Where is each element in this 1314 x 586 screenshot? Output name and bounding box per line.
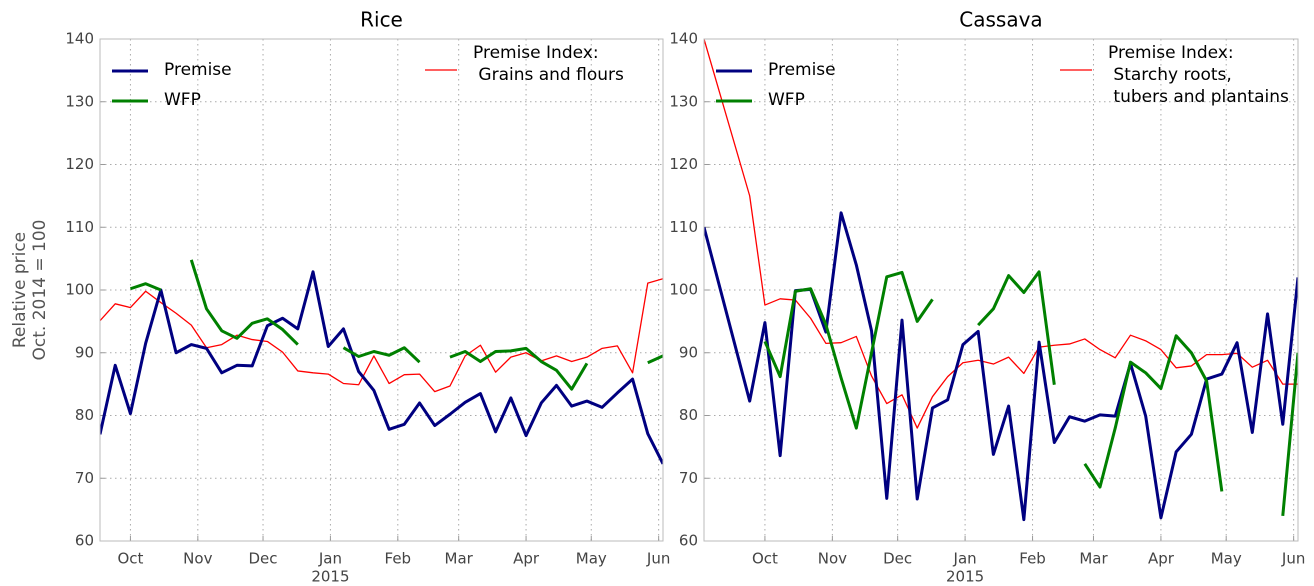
y-tick-label: 70	[679, 469, 698, 487]
x-tick-label: Apr	[1148, 550, 1175, 568]
x-year-label: 2015	[946, 568, 984, 586]
y-tick-label: 140	[669, 30, 698, 48]
y-axis-label-line: Relative price	[10, 231, 30, 349]
legend-label: WFP	[768, 90, 805, 110]
x-tick-label: May	[576, 550, 607, 568]
x-tick-label: Feb	[1019, 550, 1046, 568]
y-tick-label: 80	[75, 406, 94, 424]
y-tick-label: 110	[65, 218, 94, 236]
y-tick-label: 60	[679, 532, 698, 550]
legend-label: Premise Index: Grains and flours	[473, 43, 624, 85]
y-tick-label: 100	[65, 281, 94, 299]
x-tick-label: Nov	[818, 550, 847, 568]
y-tick-label: 120	[669, 155, 698, 173]
series-line	[100, 278, 663, 393]
y-tick-label: 80	[679, 406, 698, 424]
legend-label: Premise Index: Starchy roots, tubers and…	[1108, 43, 1289, 107]
x-tick-label: Oct	[117, 550, 143, 568]
x-tick-label: Dec	[883, 550, 912, 568]
x-tick-label: Jun	[646, 550, 670, 568]
chart-title: Cassava	[959, 8, 1042, 32]
legend-label: WFP	[164, 90, 201, 110]
x-tick-label: Nov	[183, 550, 212, 568]
plot-frame	[99, 38, 664, 542]
x-tick-label: Oct	[752, 550, 778, 568]
x-tick-label: Mar	[445, 550, 474, 568]
y-tick-label: 70	[75, 469, 94, 487]
y-tick-label: 90	[75, 343, 94, 361]
x-tick-label: Dec	[249, 550, 278, 568]
x-tick-label: May	[1211, 550, 1242, 568]
series-line	[100, 270, 663, 465]
y-tick-label: 90	[679, 343, 698, 361]
y-tick-label: 140	[65, 30, 94, 48]
y-tick-label: 60	[75, 532, 94, 550]
x-tick-label: Apr	[513, 550, 540, 568]
x-tick-label: Jan	[318, 550, 342, 568]
series-line	[704, 211, 1298, 522]
y-axis-label: Relative price Oct. 2014 = 100	[10, 200, 50, 380]
x-tick-label: Feb	[385, 550, 412, 568]
y-tick-label: 130	[669, 92, 698, 110]
y-tick-label: 100	[669, 281, 698, 299]
series-line	[704, 39, 1298, 429]
x-tick-label: Jun	[1281, 550, 1305, 568]
y-tick-label: 110	[669, 218, 698, 236]
legend-label: Premise	[164, 60, 232, 80]
y-tick-label: 120	[65, 155, 94, 173]
plot-frame	[703, 38, 1299, 542]
y-tick-label: 130	[65, 92, 94, 110]
chart-title: Rice	[360, 8, 403, 32]
x-tick-label: Jan	[953, 550, 977, 568]
legend-label: Premise	[768, 60, 836, 80]
x-year-label: 2015	[311, 568, 349, 586]
x-tick-label: Mar	[1079, 550, 1108, 568]
y-axis-label-line: Oct. 2014 = 100	[30, 219, 50, 361]
series-line	[129, 259, 663, 391]
series-line	[763, 270, 1298, 517]
